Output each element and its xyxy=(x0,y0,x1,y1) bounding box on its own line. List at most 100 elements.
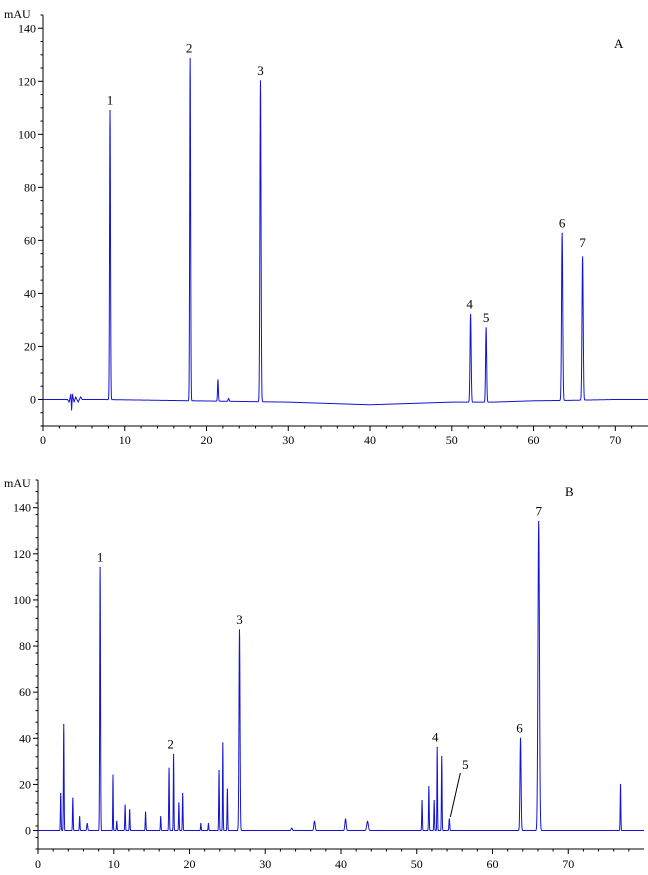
y-tick-label: 0 xyxy=(30,392,36,406)
peak-point xyxy=(116,820,118,822)
y-tick-label: 80 xyxy=(24,180,36,194)
peak-label: 1 xyxy=(97,550,104,565)
peak-labels-b: 1 2 3 4 5 6 7 xyxy=(97,504,542,818)
peak-point xyxy=(99,567,101,569)
peak-point xyxy=(63,723,65,726)
peak-label: 3 xyxy=(257,63,264,78)
x-tick-label: 10 xyxy=(119,433,131,447)
peak-point xyxy=(144,811,147,813)
peak-label: 7 xyxy=(579,235,586,250)
peak-point xyxy=(207,823,210,825)
peak-label: 4 xyxy=(432,730,439,745)
chromatogram-panel-b: mAU B 0 10 20 30 40 50 60 70020406080100120140 … xyxy=(4,476,645,871)
axes-b xyxy=(37,480,644,850)
peak-point xyxy=(160,816,162,818)
y-tick-label: 100 xyxy=(13,593,31,607)
peak-point xyxy=(189,58,191,60)
peak-point xyxy=(200,823,202,825)
peak-point xyxy=(259,80,262,82)
x-tick-label: 50 xyxy=(446,433,458,447)
y-tick-label: 40 xyxy=(19,731,31,745)
peak-point xyxy=(182,793,184,795)
peak-point xyxy=(86,823,88,825)
y-tick-label: 60 xyxy=(24,233,36,247)
y-axis-label-b: mAU xyxy=(4,476,31,490)
peak-point xyxy=(218,769,220,772)
peak-point xyxy=(109,109,111,112)
y-tick-label: 40 xyxy=(24,286,36,300)
peak-point xyxy=(433,799,435,802)
peak-point xyxy=(79,816,81,818)
y-tick-label: 120 xyxy=(13,547,31,561)
peak-point xyxy=(60,793,62,795)
y-tick-label: 140 xyxy=(18,21,36,35)
peak-point xyxy=(344,818,347,820)
peak-point xyxy=(226,788,228,790)
x-tick-label: 20 xyxy=(201,433,213,447)
y-tick-label: 100 xyxy=(18,127,36,141)
x-tick-label: 40 xyxy=(335,857,347,871)
peak-point xyxy=(441,756,443,758)
peak-point xyxy=(217,379,219,381)
chromatogram-trace xyxy=(42,58,648,411)
x-tick-label: 60 xyxy=(487,857,499,871)
peak-point xyxy=(561,232,563,234)
peak-point xyxy=(538,520,540,523)
peak-point xyxy=(112,774,114,776)
peak-point xyxy=(172,753,175,756)
peak-point xyxy=(178,802,180,804)
peak-label: 3 xyxy=(236,612,243,627)
peak-point xyxy=(129,809,131,811)
y-tick-label: 140 xyxy=(13,501,31,515)
peak-point xyxy=(291,827,293,829)
axes-a xyxy=(42,15,648,427)
x-tick-label: 60 xyxy=(528,433,540,447)
x-tick-label: 0 xyxy=(40,433,46,447)
ticks-b: 0 10 20 30 40 50 60 70 0 20 40 60 80 100 120 140 xyxy=(13,479,630,871)
peak-label: 2 xyxy=(167,736,174,751)
x-tick-label: 40 xyxy=(364,433,376,447)
x-tick-label: 30 xyxy=(259,857,271,871)
peak-point xyxy=(168,767,170,769)
peak-point xyxy=(366,820,369,822)
x-tick-label: 50 xyxy=(411,857,423,871)
y-tick-label: 0 xyxy=(25,824,31,838)
peak-point xyxy=(485,327,487,329)
peak-point xyxy=(124,804,126,806)
peak-label: 7 xyxy=(535,504,542,519)
peak-point xyxy=(428,786,430,788)
x-tick-label: 30 xyxy=(282,433,294,447)
y-tick-label: 80 xyxy=(19,639,31,653)
peak-point xyxy=(72,797,74,799)
peak-point xyxy=(222,742,224,744)
peak-label: 5 xyxy=(462,757,469,772)
peak-point xyxy=(469,314,472,316)
peak-leader-line xyxy=(449,772,461,818)
peak-point xyxy=(313,820,316,822)
x-tick-label: 70 xyxy=(609,433,621,447)
y-tick-label: 20 xyxy=(19,777,31,791)
y-tick-label: 120 xyxy=(18,74,36,88)
peak-point xyxy=(519,737,522,739)
x-tick-label: 10 xyxy=(108,857,120,871)
peak-point xyxy=(436,746,438,749)
peak-label: 6 xyxy=(516,720,523,735)
chromatogram-panel-a: mAU A 0 10 20 30 40 50 60 70020406080100120140 … xyxy=(4,7,648,447)
panel-label-a: A xyxy=(614,36,624,51)
peak-label: 6 xyxy=(559,215,566,230)
peak-point xyxy=(448,818,450,820)
peak-label: 2 xyxy=(186,41,193,56)
y-axis-label-a: mAU xyxy=(4,7,31,21)
peak-point xyxy=(238,629,241,631)
ticks-a: 0 10 20 30 40 50 60 70 0 20 40 60 80 100 120 140 xyxy=(18,14,633,447)
y-tick-label: 20 xyxy=(24,339,36,353)
y-tick-label: 60 xyxy=(19,685,31,699)
peak-label: 5 xyxy=(483,310,490,325)
peak-point xyxy=(227,398,230,400)
x-tick-label: 0 xyxy=(35,857,41,871)
peak-point xyxy=(421,799,423,802)
peak-label: 1 xyxy=(107,93,114,108)
peak-point xyxy=(581,256,584,258)
